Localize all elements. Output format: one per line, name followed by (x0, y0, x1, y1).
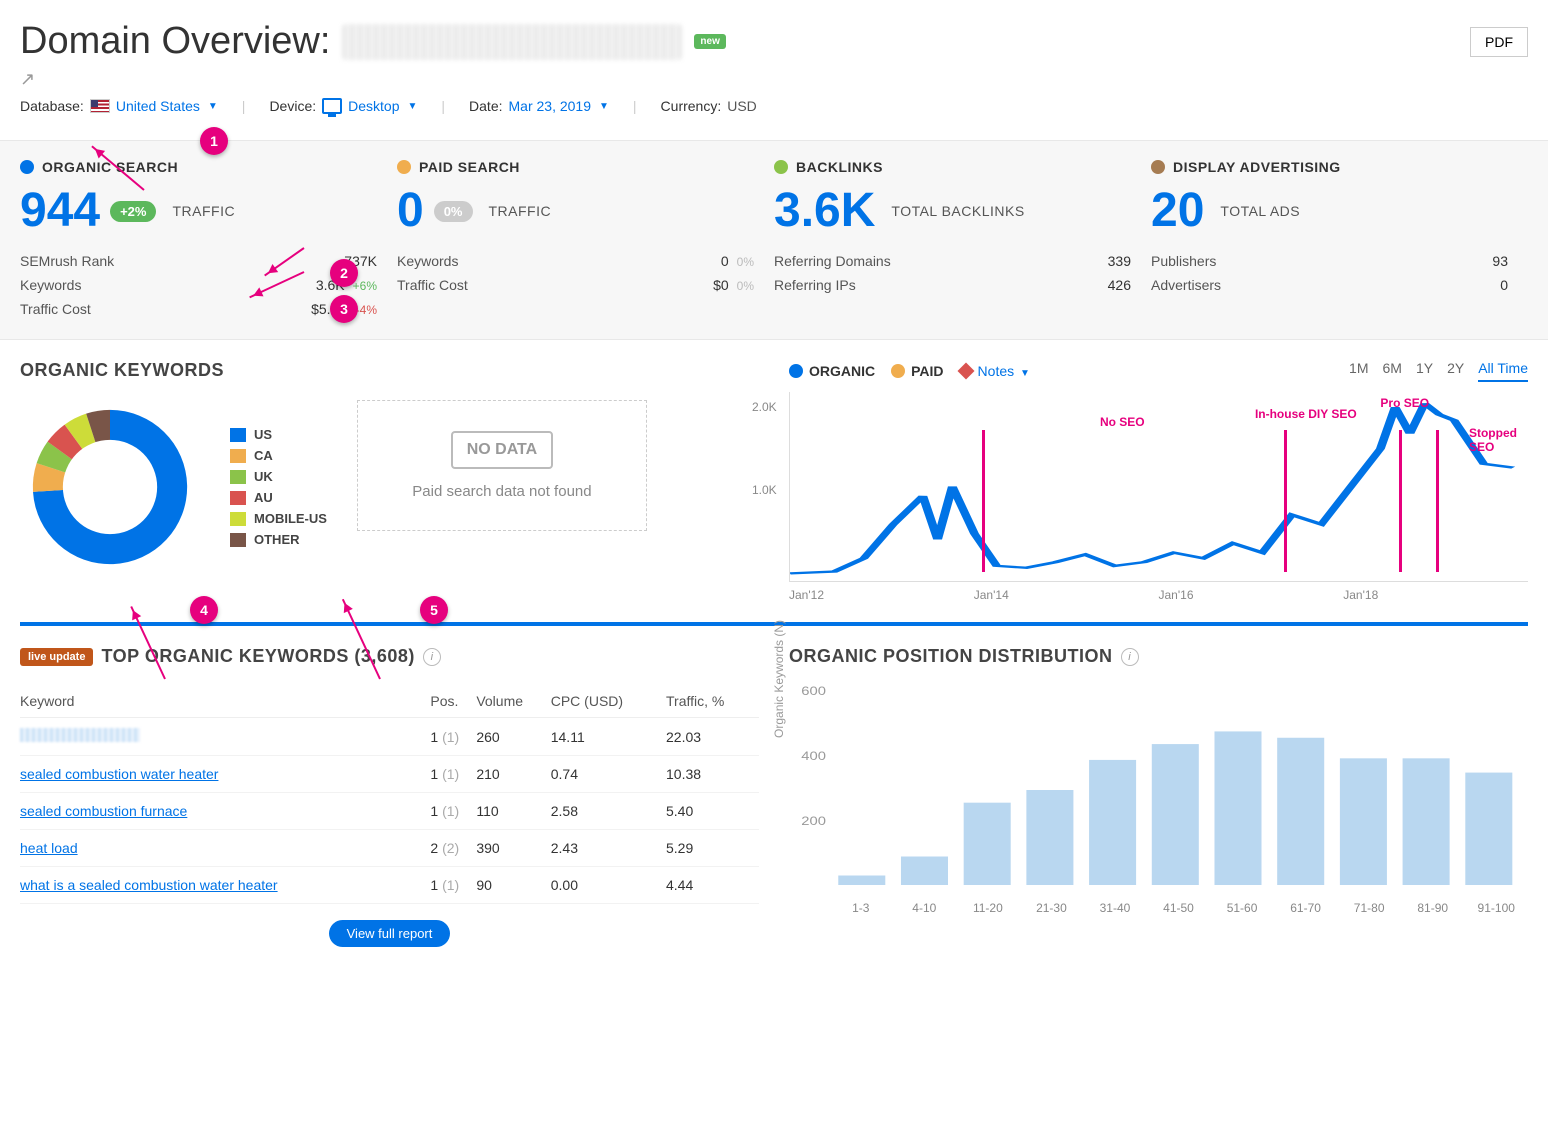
annotation-2: 2 (330, 259, 358, 287)
stat-line: Referring IPs426 (774, 273, 1131, 297)
legend-item: OTHER (230, 532, 327, 547)
currency-filter: Currency: USD (661, 98, 757, 114)
stat-line: Traffic Cost$5.1K-4% (20, 297, 377, 321)
stat-line: SEMrush Rank737K (20, 249, 377, 273)
organic-change-badge: +2% (110, 201, 156, 222)
organic-traffic-value: 944 (20, 187, 100, 235)
chevron-down-icon: ▼ (599, 101, 609, 112)
paid-search-card: PAID SEARCH 0 0% TRAFFIC Keywords00%Traf… (397, 159, 774, 321)
notes-dropdown[interactable]: Notes ▼ (978, 363, 1030, 379)
date-filter[interactable]: Date: Mar 23, 2019 ▼ (469, 98, 609, 114)
metrics-summary: 1 2 3 ORGANIC SEARCH 944 +2% TRAFFIC SEM… (0, 140, 1548, 340)
bar-x-axis: 1-34-1011-2021-3031-4041-5051-6061-7071-… (789, 901, 1528, 915)
diamond-icon (957, 363, 974, 380)
info-icon[interactable]: i (423, 648, 441, 666)
chart-vline (1436, 430, 1439, 572)
stat-line: Keywords3.6K+6% (20, 273, 377, 297)
new-badge: new (694, 34, 725, 49)
dot-icon (20, 160, 34, 174)
backlinks-card: BACKLINKS 3.6K TOTAL BACKLINKS Referring… (774, 159, 1151, 321)
keyword-blurred (20, 728, 140, 742)
range-tab[interactable]: 2Y (1447, 360, 1464, 382)
external-link-icon[interactable]: ↗ (20, 69, 1528, 90)
keyword-link[interactable]: what is a sealed combustion water heater (20, 877, 278, 893)
flag-us-icon (90, 99, 110, 113)
keyword-link[interactable]: sealed combustion water heater (20, 766, 218, 782)
table-row: what is a sealed combustion water heater… (20, 867, 759, 904)
stat-line: Publishers93 (1151, 249, 1508, 273)
paid-change-badge: 0% (434, 201, 473, 222)
annotation-5: 5 (420, 596, 448, 624)
database-filter[interactable]: Database: United States ▼ (20, 98, 218, 114)
page-title: Domain Overview: new (20, 20, 726, 63)
backlinks-value: 3.6K (774, 187, 875, 235)
keywords-table: KeywordPos.VolumeCPC (USD)Traffic, % 1 (… (20, 685, 759, 904)
domain-name-blurred (342, 24, 682, 60)
table-row: 1 (1)26014.1122.03 (20, 718, 759, 756)
table-row: sealed combustion furnace1 (1)1102.585.4… (20, 793, 759, 830)
range-tab[interactable]: 1Y (1416, 360, 1433, 382)
organic-keywords-title: ORGANIC KEYWORDS (20, 360, 327, 381)
paid-traffic-value: 0 (397, 187, 424, 235)
annotation-3: 3 (330, 295, 358, 323)
desktop-icon (322, 98, 342, 114)
chart-annotation: In-house DIY SEO (1255, 407, 1357, 421)
stat-line: Referring Domains339 (774, 249, 1131, 273)
range-tab[interactable]: All Time (1478, 360, 1528, 382)
annotation-4: 4 (190, 596, 218, 624)
chart-annotation: Stopped SEO (1469, 426, 1528, 454)
display-ads-card: DISPLAY ADVERTISING 20 TOTAL ADS Publish… (1151, 159, 1528, 321)
dot-icon (1151, 160, 1165, 174)
position-dist-chart: Organic Keywords (N) 600400200 (789, 685, 1528, 895)
display-ads-value: 20 (1151, 187, 1204, 235)
dot-icon (397, 160, 411, 174)
annotation-1: 1 (200, 127, 228, 155)
stat-line: Keywords00% (397, 249, 754, 273)
chevron-down-icon: ▼ (407, 101, 417, 112)
donut-chart (20, 397, 200, 577)
chart-vline (1399, 430, 1402, 572)
legend-item: MOBILE-US (230, 511, 327, 526)
svg-text:200: 200 (801, 814, 826, 827)
donut-legend: US CA UK AU MOBILE-US OTHER (230, 421, 327, 553)
legend-item: AU (230, 490, 327, 505)
range-tab[interactable]: 1M (1349, 360, 1368, 382)
stat-line: Advertisers0 (1151, 273, 1508, 297)
keyword-link[interactable]: heat load (20, 840, 78, 856)
live-update-badge: live update (20, 648, 93, 666)
range-tabs: 1M 6M 1Y 2Y All Time (1349, 360, 1528, 382)
info-icon[interactable]: i (1121, 648, 1139, 666)
keyword-link[interactable]: sealed combustion furnace (20, 803, 187, 819)
chart-vline (982, 430, 985, 572)
table-row: sealed combustion water heater1 (1)2100.… (20, 756, 759, 793)
dot-icon (774, 160, 788, 174)
timeline-chart: 2.0K 1.0K No SEOIn-house DIY SEOPro SEOS… (789, 392, 1528, 582)
svg-text:600: 600 (801, 685, 826, 698)
filter-bar: Database: United States ▼ | Device: Desk… (20, 90, 1528, 130)
legend-item: US (230, 427, 327, 442)
timeline-legend: ORGANIC PAID Notes ▼ (789, 363, 1030, 379)
device-filter[interactable]: Device: Desktop ▼ (269, 98, 417, 114)
title-prefix: Domain Overview: (20, 20, 330, 63)
no-data-panel: NO DATA Paid search data not found (357, 400, 647, 531)
position-dist-title: ORGANIC POSITION DISTRIBUTION (789, 646, 1113, 667)
range-tab[interactable]: 6M (1383, 360, 1402, 382)
chevron-down-icon: ▼ (208, 101, 218, 112)
stat-line: Traffic Cost$00% (397, 273, 754, 297)
chart-vline (1284, 430, 1287, 572)
table-row: heat load2 (2)3902.435.29 (20, 830, 759, 867)
view-full-report-button[interactable]: View full report (329, 920, 451, 947)
pdf-button[interactable]: PDF (1470, 27, 1528, 57)
legend-item: UK (230, 469, 327, 484)
legend-item: CA (230, 448, 327, 463)
chart-annotation: Pro SEO (1380, 396, 1429, 410)
timeline-x-axis: Jan'12Jan'14Jan'16Jan'18 (789, 588, 1528, 602)
svg-text:400: 400 (801, 749, 826, 762)
chart-annotation: No SEO (1100, 415, 1145, 429)
